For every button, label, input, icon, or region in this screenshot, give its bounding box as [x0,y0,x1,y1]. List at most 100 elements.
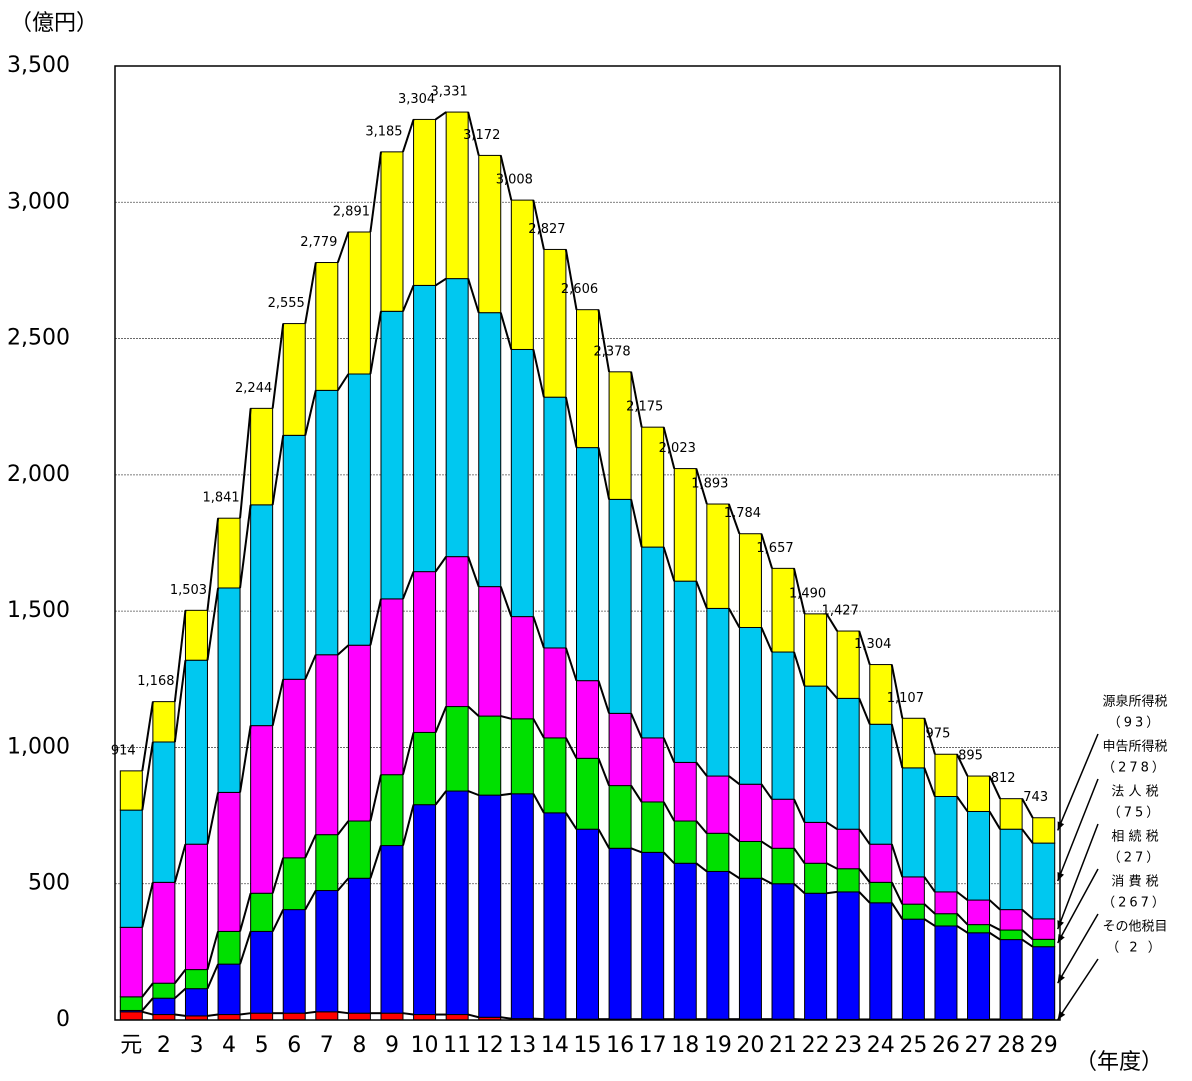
connector [173,610,187,702]
bar-segment [119,1011,143,1021]
bar-segment [250,504,274,727]
connector [402,571,415,600]
connector [304,834,317,859]
bar-segment [250,1012,274,1021]
legend-name: 源泉所得税 [1102,694,1167,710]
connector [239,931,252,965]
bar-segment [152,741,176,883]
bar-segment [543,812,567,1020]
bar-segment [738,626,762,785]
x-tick-label: 23 [834,1033,862,1058]
bar-segment [152,1014,176,1021]
connector [760,783,773,800]
total-label: 2,175 [626,400,663,415]
connector [858,630,871,665]
connector [304,390,317,436]
bar-segment [999,939,1023,1020]
total-label: 1,107 [887,691,924,706]
bar-segment [347,373,371,646]
connector [141,882,154,928]
bar-segment [478,154,502,314]
connector [239,1012,251,1016]
bar-segment [413,284,437,573]
bar-segment [999,929,1023,941]
connector [858,697,871,725]
connector [597,757,611,786]
connector [793,568,806,615]
bar-segment [282,1012,306,1021]
y-tick-label: 3,000 [7,189,70,214]
y-tick-label: 1,500 [7,598,70,623]
total-label: 1,304 [854,637,891,652]
connector [662,801,676,822]
legend-note: （93） [1108,716,1163,731]
connector [337,820,350,836]
bar-segment [315,389,339,656]
connector [369,598,382,646]
connector [695,580,708,609]
connector [532,349,545,398]
bar-segment [608,847,632,1020]
connector [173,660,187,743]
bar-segment [999,798,1023,830]
bar-segment [510,793,534,1020]
connector [923,876,936,893]
connector [662,737,676,763]
bar-segment [1032,817,1056,844]
bar-segment [347,231,371,375]
connector [564,396,578,448]
bar-segment [119,996,143,1011]
bar-segment [380,151,404,312]
bar-segment [445,790,469,1016]
x-tick-label: 13 [508,1033,536,1058]
bar-segment [836,868,860,893]
bar-segment [380,845,404,1014]
bar-segment [510,616,534,720]
connector [532,199,545,250]
bar-segment [1032,946,1056,1020]
x-tick-label: 7 [320,1033,334,1058]
connector [988,775,1002,800]
bar-segment [282,857,306,911]
legend-note: （27） [1108,851,1163,866]
bar-segment [250,892,274,932]
total-label: 1,490 [789,586,826,601]
bar-segment [673,468,697,582]
bar-segment [771,651,795,800]
bar-segment [804,821,828,864]
bar-segment [1032,938,1056,948]
legend-name: 法 人 税 [1111,785,1158,800]
x-tick-label: 6 [287,1033,301,1058]
connector [597,680,611,714]
bar-segment [152,997,176,1016]
connector [174,987,187,999]
connector [305,1010,316,1015]
bar-segment [380,310,404,600]
connector [630,847,643,854]
total-label: 2,023 [659,441,696,456]
bar-segment [641,737,665,803]
bar-segment [641,801,665,853]
connector [565,812,578,830]
bar-segment [869,664,893,725]
legend-note: （ 2 ） [1106,941,1164,956]
legend-name: 消 費 税 [1111,875,1158,890]
connector [727,503,741,535]
connector [173,843,187,883]
connector [890,664,904,719]
bar-segment [152,982,176,999]
connector [630,712,643,739]
bar-segment [250,725,274,894]
bar-segment [901,767,925,878]
x-tick-label: 18 [671,1033,699,1058]
bar-segment [478,586,502,717]
total-label: 975 [926,727,951,742]
legend-arrow [1057,823,1099,930]
connector [141,982,154,998]
connector [142,1010,154,1016]
y-tick-label: 2,500 [7,326,70,351]
connector [760,533,773,569]
connector [467,556,480,587]
bar-segment [184,843,208,971]
bar-segment [1032,918,1056,940]
